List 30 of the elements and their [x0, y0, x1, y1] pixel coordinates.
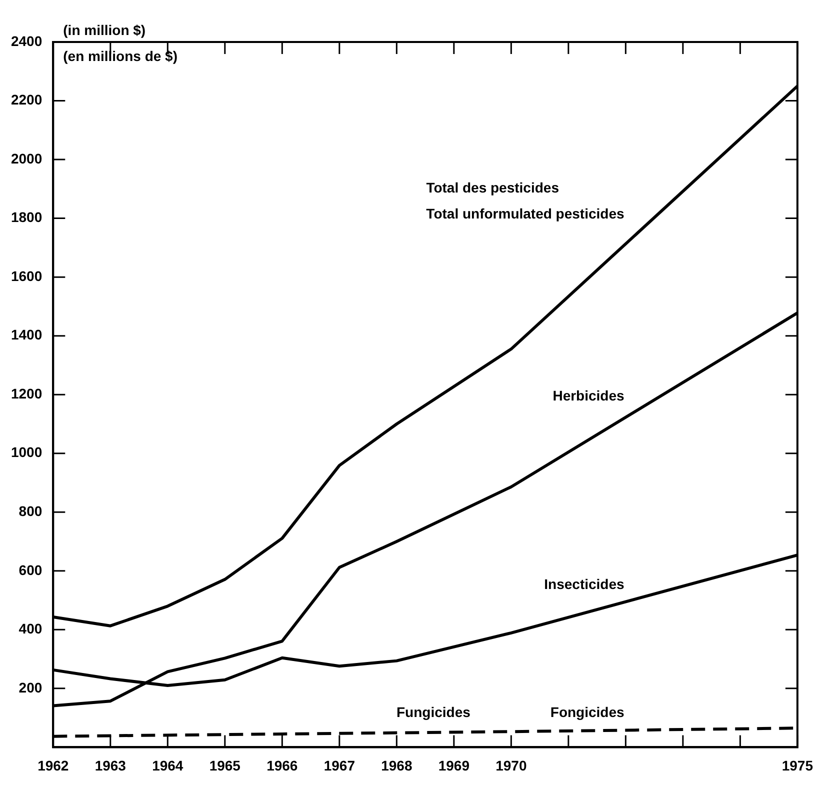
y-tick-label: 600 — [18, 562, 42, 578]
x-tick-label: 1964 — [152, 757, 184, 774]
x-tick-label: 1975 — [782, 757, 814, 774]
series-label: Fongicides — [550, 704, 624, 720]
x-tick-label: 1962 — [38, 757, 69, 774]
series-label: Insecticides — [544, 576, 625, 592]
y-tick-label: 1000 — [10, 444, 42, 460]
x-tick-label: 1970 — [496, 757, 527, 774]
series-label: Herbicides — [552, 388, 624, 404]
annotation: (en millions de $) — [63, 48, 178, 64]
x-tick-label: 1967 — [324, 757, 356, 774]
y-axis-title: (in million $) — [63, 22, 146, 38]
x-tick-label: 1966 — [266, 757, 298, 774]
series-label: Total unformulated pesticides — [426, 205, 624, 222]
y-tick-label: 2000 — [10, 150, 42, 166]
y-tick-label: 400 — [18, 620, 42, 637]
annotation: Fungicides — [396, 704, 471, 720]
y-tick-label: 1800 — [10, 209, 42, 226]
x-tick-label: 1968 — [381, 757, 412, 774]
x-tick-label: 1969 — [438, 757, 470, 774]
x-tick-label: 1965 — [209, 757, 241, 774]
annotation: Total des pesticides — [426, 179, 560, 196]
x-tick-label: 1963 — [94, 757, 126, 774]
y-tick-label: 1200 — [10, 385, 42, 402]
y-tick-label: 800 — [18, 502, 42, 519]
y-tick-label: 2400 — [10, 32, 42, 49]
y-tick-label: 200 — [18, 679, 42, 696]
y-tick-label: 1600 — [10, 268, 42, 284]
y-tick-label: 1400 — [10, 326, 42, 343]
y-tick-label: 2200 — [10, 92, 42, 108]
